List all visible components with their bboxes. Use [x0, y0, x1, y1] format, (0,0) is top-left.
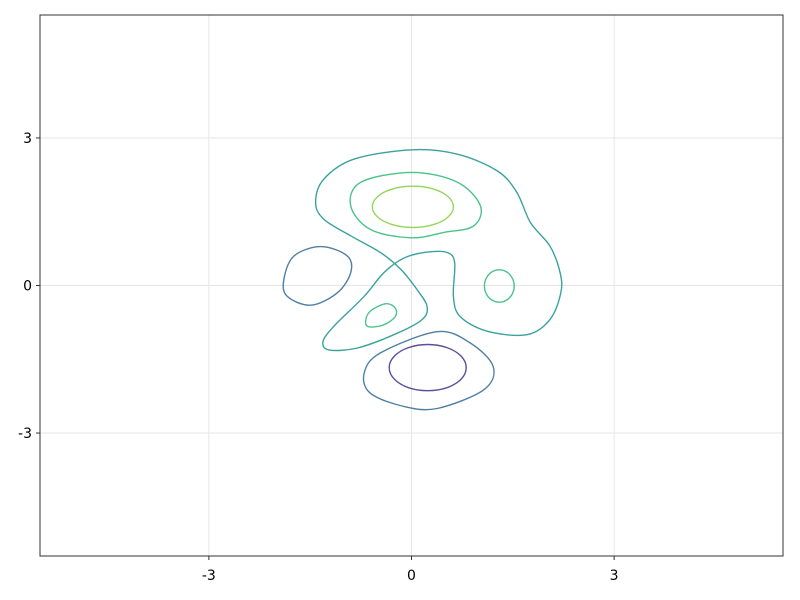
- contour-line-level-2: [282, 245, 353, 306]
- y-tick-label: 0: [23, 279, 32, 295]
- contour-line-level-5: [371, 185, 455, 229]
- y-axis-ticks: -3 0 3: [18, 131, 40, 442]
- gridlines: [40, 15, 783, 556]
- x-axis-ticks: -3 0 3: [202, 556, 619, 584]
- contour-line-level-2: [362, 330, 495, 411]
- y-tick-label: 3: [23, 131, 32, 147]
- contour-lines: [282, 148, 563, 411]
- contour-line-level-1: [388, 343, 467, 392]
- contour-line-level-4: [349, 171, 483, 239]
- x-tick-label: -3: [202, 568, 216, 584]
- contour-line-level-4: [483, 269, 515, 303]
- y-tick-label: -3: [18, 426, 32, 442]
- contour-line-level-4: [364, 302, 398, 328]
- contour-line-level-3: [314, 148, 563, 352]
- x-tick-label: 0: [407, 568, 416, 584]
- x-tick-label: 3: [610, 568, 619, 584]
